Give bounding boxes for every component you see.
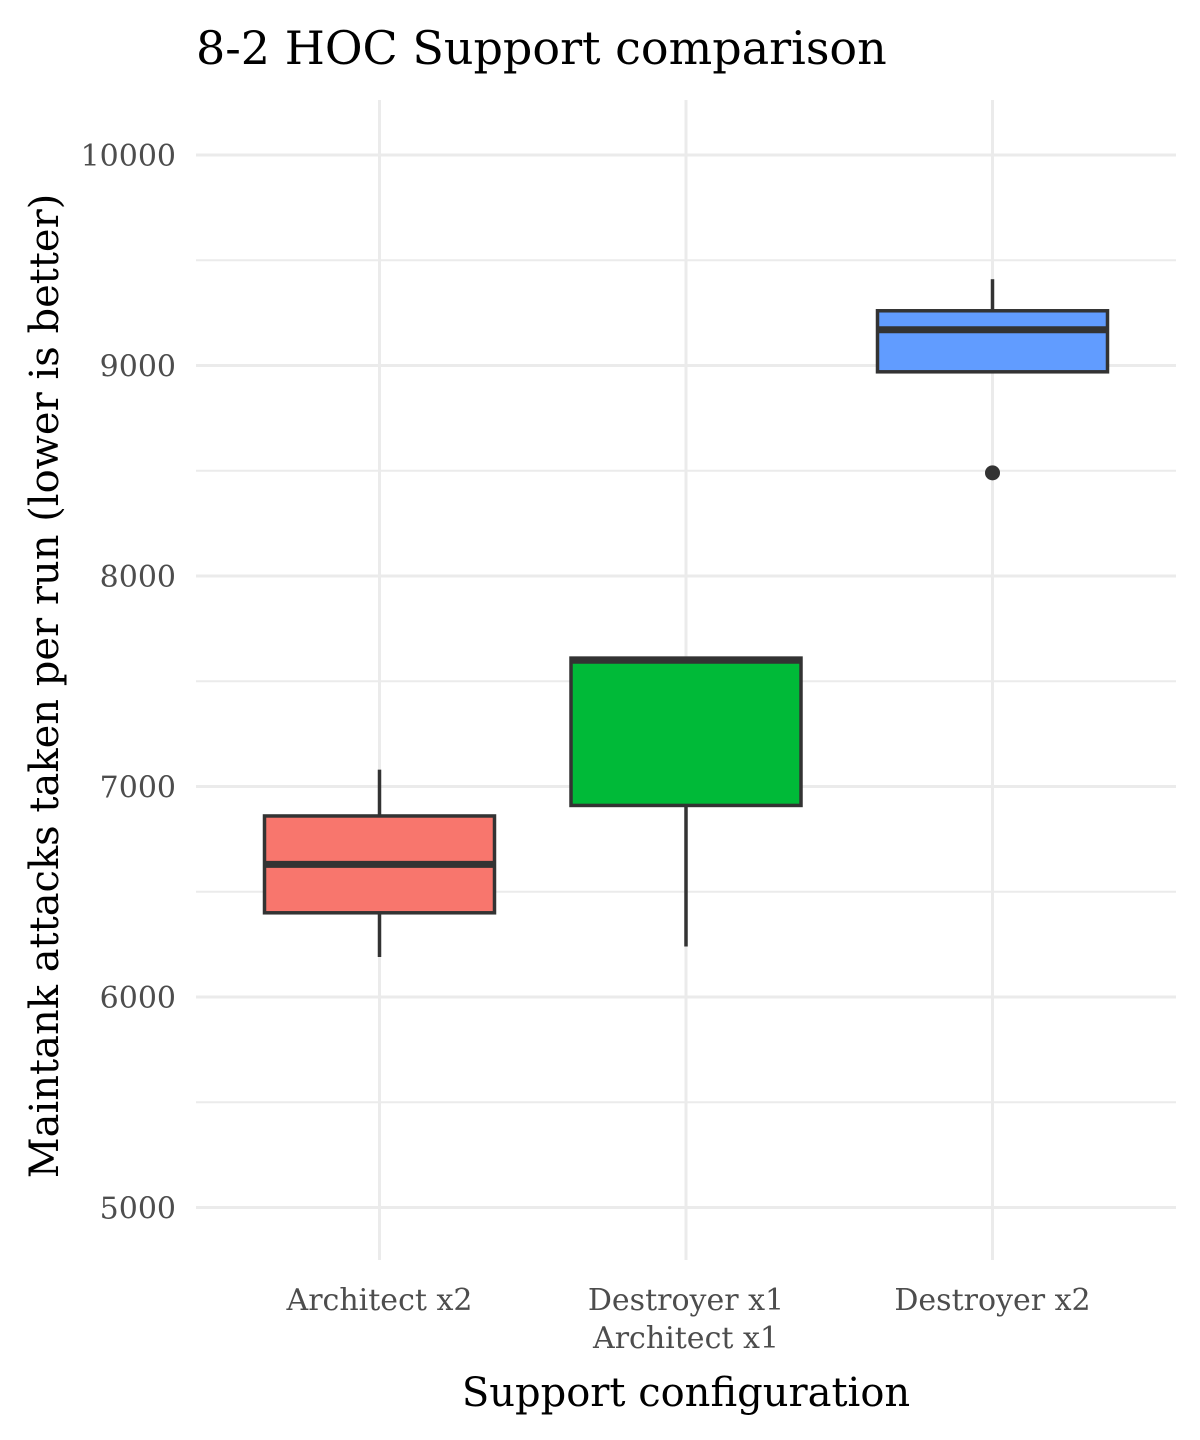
y-axis-title: Maintank attacks taken per run (lower is… — [22, 194, 68, 1179]
x-tick-label: Destroyer x1 — [588, 1283, 784, 1318]
x-tick-label: Architect x2 — [286, 1283, 473, 1318]
chart-title: 8-2 HOC Support comparison — [196, 21, 887, 75]
boxplot — [875, 279, 1110, 481]
y-tick-label: 6000 — [100, 981, 176, 1016]
y-tick-label: 5000 — [100, 1192, 176, 1227]
y-tick-label: 8000 — [100, 560, 176, 595]
boxplot — [262, 769, 497, 958]
outlier-point — [985, 465, 1000, 481]
box — [569, 656, 803, 808]
y-tick-label: 7000 — [100, 771, 176, 806]
x-tick-label: Destroyer x2 — [894, 1283, 1090, 1318]
x-tick-label: Architect x1 — [592, 1321, 779, 1356]
y-tick-label: 10000 — [81, 139, 176, 174]
boxplot — [569, 656, 803, 947]
y-tick-label: 9000 — [100, 350, 176, 385]
box — [875, 309, 1110, 374]
boxplots — [262, 279, 1110, 958]
x-axis-title: Support configuration — [462, 1370, 910, 1416]
y-axis-tick-labels: 5000 6000 7000 8000 9000 10000 — [81, 139, 176, 1227]
